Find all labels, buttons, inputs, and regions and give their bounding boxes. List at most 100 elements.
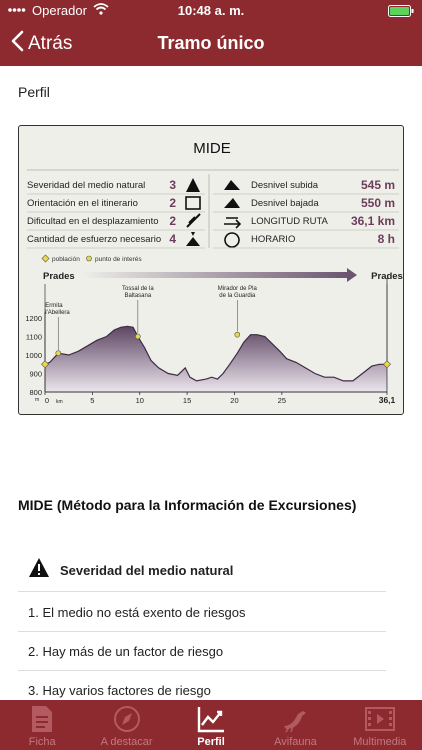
y-tick-label: 1200 — [25, 314, 42, 323]
chart-icon — [196, 704, 226, 739]
status-bar: Operador 10:48 a. m. — [0, 0, 422, 22]
mide-row-value: 3 — [169, 178, 176, 192]
mide-profile-graphic: MIDE Severidad del medio natural 3 Orienta… — [25, 140, 403, 405]
legend-poi-label: punto de interés — [95, 256, 142, 263]
y-tick-label: 800 — [29, 388, 42, 397]
status-time: 10:48 a. m. — [177, 3, 245, 18]
navigation-bar: Atrás Tramo único — [0, 22, 422, 66]
warning-icon — [28, 557, 50, 584]
mide-row-label: Desnivel bajada — [251, 198, 319, 209]
x-tick-label: 0 — [45, 396, 49, 405]
poi-label-line: Ermita — [45, 303, 63, 309]
mide-profile-card: MIDE Severidad del medio natural 3 Orienta… — [18, 125, 404, 415]
difficulty-icon — [186, 213, 201, 228]
y-tick-label: 1100 — [26, 333, 42, 342]
mide-right-row: LONGITUD RUTA 36,1 km — [213, 214, 399, 231]
mide-right-row: HORARIO 8 h — [213, 232, 399, 249]
town-marker — [41, 360, 49, 369]
x-tick-label: 36,1 — [379, 395, 396, 405]
orientation-icon — [185, 196, 201, 210]
battery-icon — [388, 5, 414, 20]
severity-title: Severidad del medio natural — [60, 563, 234, 578]
tab-perfil[interactable]: Perfil — [169, 700, 253, 750]
severity-header: Severidad del medio natural — [18, 550, 386, 592]
x-tick-label: 25 — [278, 396, 286, 405]
x-tick-label: 10 — [136, 396, 144, 405]
back-button[interactable]: Atrás — [10, 30, 72, 58]
mide-row-label: Desnivel subida — [251, 180, 319, 191]
tab-label: Perfil — [197, 736, 225, 748]
bird-icon — [280, 704, 310, 739]
poi-label: Tossal de la Baltasana — [122, 286, 154, 299]
tab-a-destacar[interactable]: A destacar — [84, 700, 168, 750]
carrier-name: Operador — [32, 3, 87, 18]
mide-card-title: MIDE — [193, 140, 231, 157]
signal-icon — [8, 3, 26, 18]
x-unit-label: km — [56, 399, 63, 405]
mide-row-value: 2 — [169, 214, 176, 228]
tab-label: Ficha — [28, 736, 56, 748]
legend-town-marker — [41, 254, 50, 263]
x-tick-label: 15 — [183, 396, 191, 405]
poi-label-line: Tossal de la — [122, 286, 154, 292]
legend-town-label: población — [52, 256, 80, 263]
mide-heading: MIDE (Método para la Información de Excu… — [18, 497, 357, 513]
compass-icon — [112, 704, 142, 739]
severity-item-2: 2. Hay más de un factor de riesgo — [18, 633, 386, 671]
back-label: Atrás — [28, 33, 73, 54]
poi-marker — [135, 333, 141, 340]
document-icon — [30, 704, 54, 739]
mide-left-row: Dificultad en el desplazamiento 2 — [27, 213, 205, 231]
effort-icon — [186, 232, 200, 246]
severity-icon — [186, 178, 200, 192]
tab-label: A destacar — [100, 736, 153, 748]
section-label-perfil: Perfil — [18, 84, 50, 100]
poi-label-line: l'Abellera — [45, 310, 70, 316]
mide-row-label: Dificultad en el desplazamiento — [27, 216, 159, 227]
y-tick-label: 900 — [29, 370, 42, 379]
poi-label-line: Mirador de Pla — [218, 286, 258, 292]
mide-row-value: 2 — [169, 196, 176, 210]
mide-row-value: 4 — [169, 232, 176, 246]
mide-right-row: Desnivel bajada 550 m — [213, 196, 399, 213]
route-direction-bar — [81, 272, 349, 278]
y-tick-label: 1000 — [25, 351, 42, 360]
tab-avifauna[interactable]: Avifauna — [253, 700, 337, 750]
mide-row-label: Cantidad de esfuerzo necesario — [27, 234, 161, 245]
mide-left-row: Orientación en el itinerario 2 — [27, 196, 205, 213]
poi-label: Mirador de Pla de la Guardia — [218, 286, 258, 299]
page-title: Tramo único — [157, 33, 265, 53]
mide-row-value: 36,1 km — [351, 214, 395, 228]
poi-label-line: de la Guardia — [219, 293, 256, 299]
chevron-left-icon — [10, 30, 24, 58]
x-tick-label: 5 — [90, 396, 94, 405]
severity-item-1: 1. El medio no está exento de riesgos — [18, 594, 386, 632]
mide-row-label: Orientación en el itinerario — [27, 198, 138, 209]
tab-multimedia[interactable]: Multimedia — [338, 700, 422, 750]
y-unit-label: m — [35, 397, 39, 403]
elevation-profile-area — [45, 326, 387, 392]
mide-row-value: 550 m — [361, 196, 395, 210]
poi-label: Ermita l'Abellera — [45, 303, 70, 316]
mide-left-row: Severidad del medio natural 3 — [27, 178, 205, 195]
mide-row-label: Severidad del medio natural — [27, 180, 145, 191]
elevation-profile-line — [44, 325, 387, 382]
clock-icon — [224, 232, 240, 248]
tab-ficha[interactable]: Ficha — [0, 700, 84, 750]
descent-icon — [224, 198, 240, 208]
ascent-icon — [224, 180, 240, 190]
mide-right-row: Desnivel subida 545 m — [213, 178, 399, 195]
mide-row-value: 545 m — [361, 178, 395, 192]
route-direction-arrow — [347, 268, 357, 282]
poi-marker — [55, 350, 62, 356]
x-tick-label: 20 — [230, 396, 238, 405]
poi-label-line: Baltasana — [124, 293, 151, 299]
tab-bar: Ficha A destacar Perfil Avifauna — [0, 700, 422, 750]
wifi-icon — [93, 3, 109, 18]
mide-row-label: LONGITUD RUTA — [251, 216, 329, 227]
tab-label: Multimedia — [353, 736, 407, 748]
length-icon — [224, 217, 242, 229]
mide-row-label: HORARIO — [251, 234, 295, 245]
carrier-info: Operador — [8, 3, 109, 18]
town-marker — [383, 360, 391, 369]
